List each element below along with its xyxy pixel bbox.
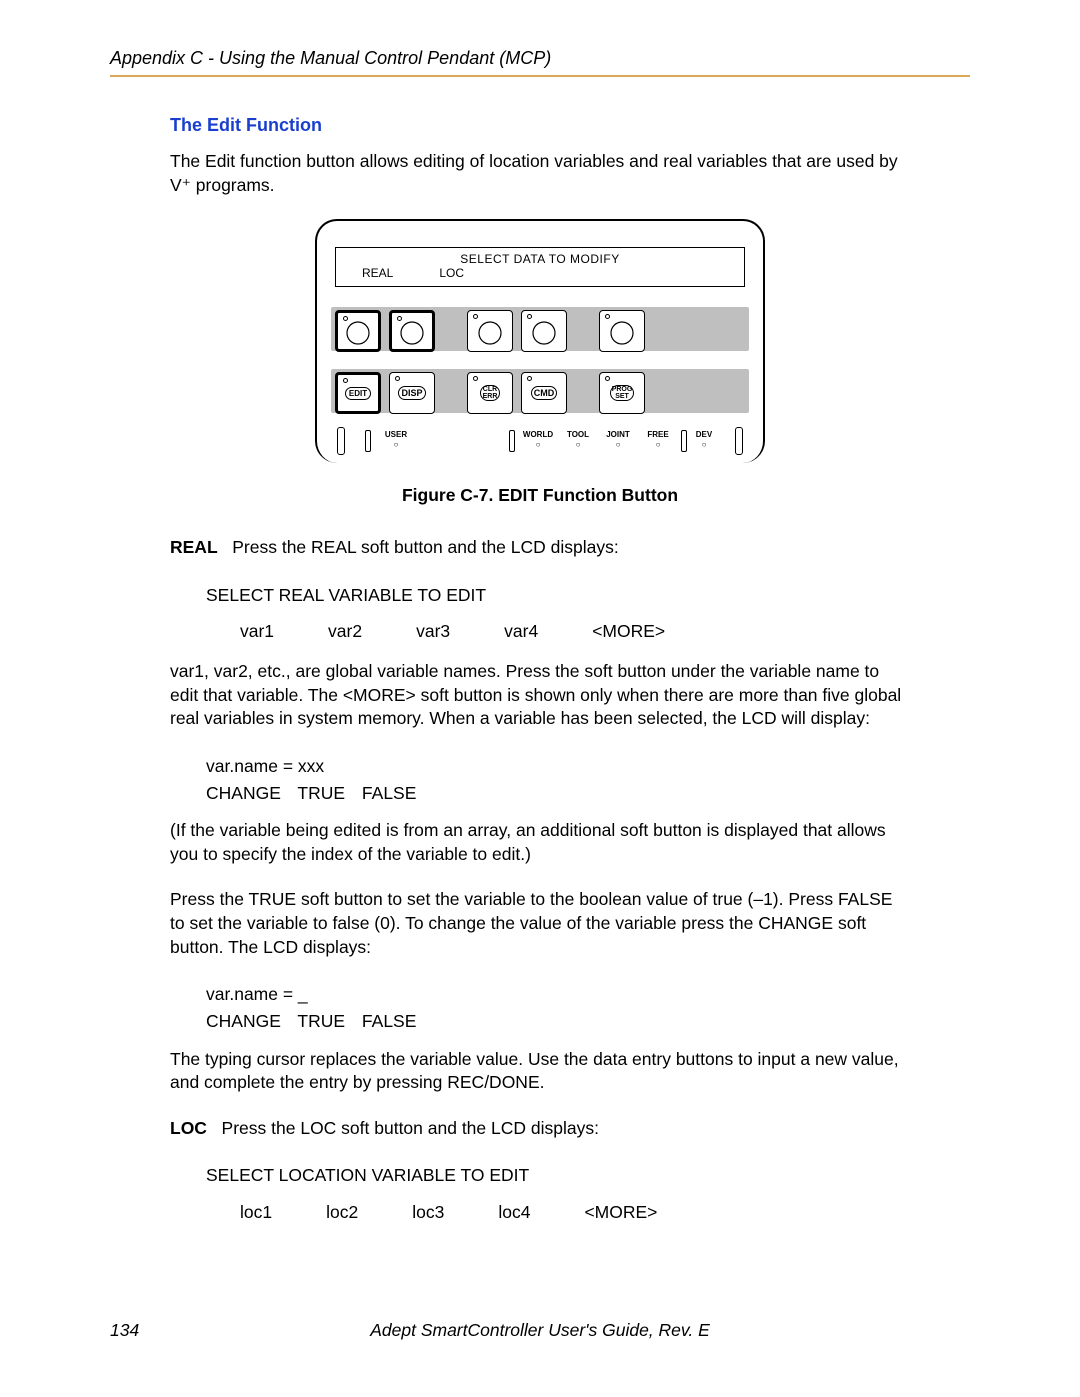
real-var2: var2	[328, 621, 362, 642]
disp-button[interactable]: DISP	[389, 372, 435, 414]
right-slot	[735, 427, 743, 455]
loc-label: LOC	[170, 1118, 207, 1138]
soft-button-4[interactable]	[521, 310, 567, 352]
mode-world: WORLD○	[519, 430, 557, 449]
lcd-display: SELECT DATA TO MODIFY REAL LOC	[335, 247, 745, 287]
loc-var1: loc1	[240, 1202, 272, 1223]
mode-joint: JOINT○	[599, 430, 637, 449]
real-disp-1: var.name = xxx CHANGE TRUE FALSE	[206, 753, 910, 807]
mode-strip: USER○ WORLD○ TOOL○ JOINT○ FREE○ DEV○	[335, 427, 745, 455]
real-para-2: (If the variable being edited is from an…	[170, 819, 910, 866]
running-header: Appendix C - Using the Manual Control Pe…	[110, 48, 970, 69]
figure-wrapper: SELECT DATA TO MODIFY REAL LOC	[170, 219, 910, 463]
loc-select-line: SELECT LOCATION VARIABLE TO EDIT	[206, 1162, 910, 1189]
real-label: REAL	[170, 537, 218, 557]
lcd-label-loc: LOC	[439, 266, 464, 280]
mode-free: FREE○	[639, 430, 677, 449]
figure-caption: Figure C-7. EDIT Function Button	[170, 485, 910, 506]
real-more: <MORE>	[592, 621, 665, 642]
left-slot	[337, 427, 345, 455]
button-rows: EDIT DISP CLRERR CMD PROGSET	[335, 307, 745, 417]
lcd-title: SELECT DATA TO MODIFY	[342, 252, 738, 266]
loc-lead: LOC Press the LOC soft button and the LC…	[170, 1117, 910, 1141]
lcd-labels: REAL LOC	[342, 266, 738, 280]
page-number: 134	[110, 1320, 139, 1341]
prog-set-button[interactable]: PROGSET	[599, 372, 645, 414]
section-title: The Edit Function	[170, 115, 910, 136]
footer-title: Adept SmartController User's Guide, Rev.…	[370, 1320, 710, 1341]
edit-button[interactable]: EDIT	[335, 372, 381, 414]
real-para-3: Press the TRUE soft button to set the va…	[170, 888, 910, 959]
loc-more: <MORE>	[584, 1202, 657, 1223]
real-select-line: SELECT REAL VARIABLE TO EDIT	[206, 582, 910, 609]
header-rule	[110, 75, 970, 77]
real-para-4: The typing cursor replaces the variable …	[170, 1048, 910, 1095]
real-var-row: var1 var2 var3 var4 <MORE>	[240, 621, 910, 642]
soft-button-5[interactable]	[599, 310, 645, 352]
mode-tool: TOOL○	[559, 430, 597, 449]
soft-button-2[interactable]	[389, 310, 435, 352]
clr-err-button[interactable]: CLRERR	[467, 372, 513, 414]
real-para-1: var1, var2, etc., are global variable na…	[170, 660, 910, 731]
lcd-label-real: REAL	[362, 266, 393, 280]
intro-paragraph: The Edit function button allows editing …	[170, 150, 910, 197]
content-area: The Edit Function The Edit function butt…	[110, 115, 970, 1223]
loc-var-row: loc1 loc2 loc3 loc4 <MORE>	[240, 1202, 910, 1223]
mode-dev: DEV○	[691, 430, 717, 449]
loc-var3: loc3	[412, 1202, 444, 1223]
function-button-row: EDIT DISP CLRERR CMD PROGSET	[335, 369, 745, 417]
cmd-button[interactable]: CMD	[521, 372, 567, 414]
page-footer: 134 Adept SmartController User's Guide, …	[0, 1320, 1080, 1341]
soft-button-row-1	[335, 307, 745, 355]
pendant-panel: SELECT DATA TO MODIFY REAL LOC	[315, 219, 765, 463]
real-lead: REAL Press the REAL soft button and the …	[170, 536, 910, 560]
soft-button-3[interactable]	[467, 310, 513, 352]
real-var1: var1	[240, 621, 274, 642]
loc-var2: loc2	[326, 1202, 358, 1223]
real-disp-2: var.name = _ CHANGE TRUE FALSE	[206, 981, 910, 1035]
soft-button-1[interactable]	[335, 310, 381, 352]
real-var4: var4	[504, 621, 538, 642]
real-var3: var3	[416, 621, 450, 642]
loc-var4: loc4	[498, 1202, 530, 1223]
mode-user: USER○	[377, 430, 415, 449]
page: Appendix C - Using the Manual Control Pe…	[0, 0, 1080, 1397]
